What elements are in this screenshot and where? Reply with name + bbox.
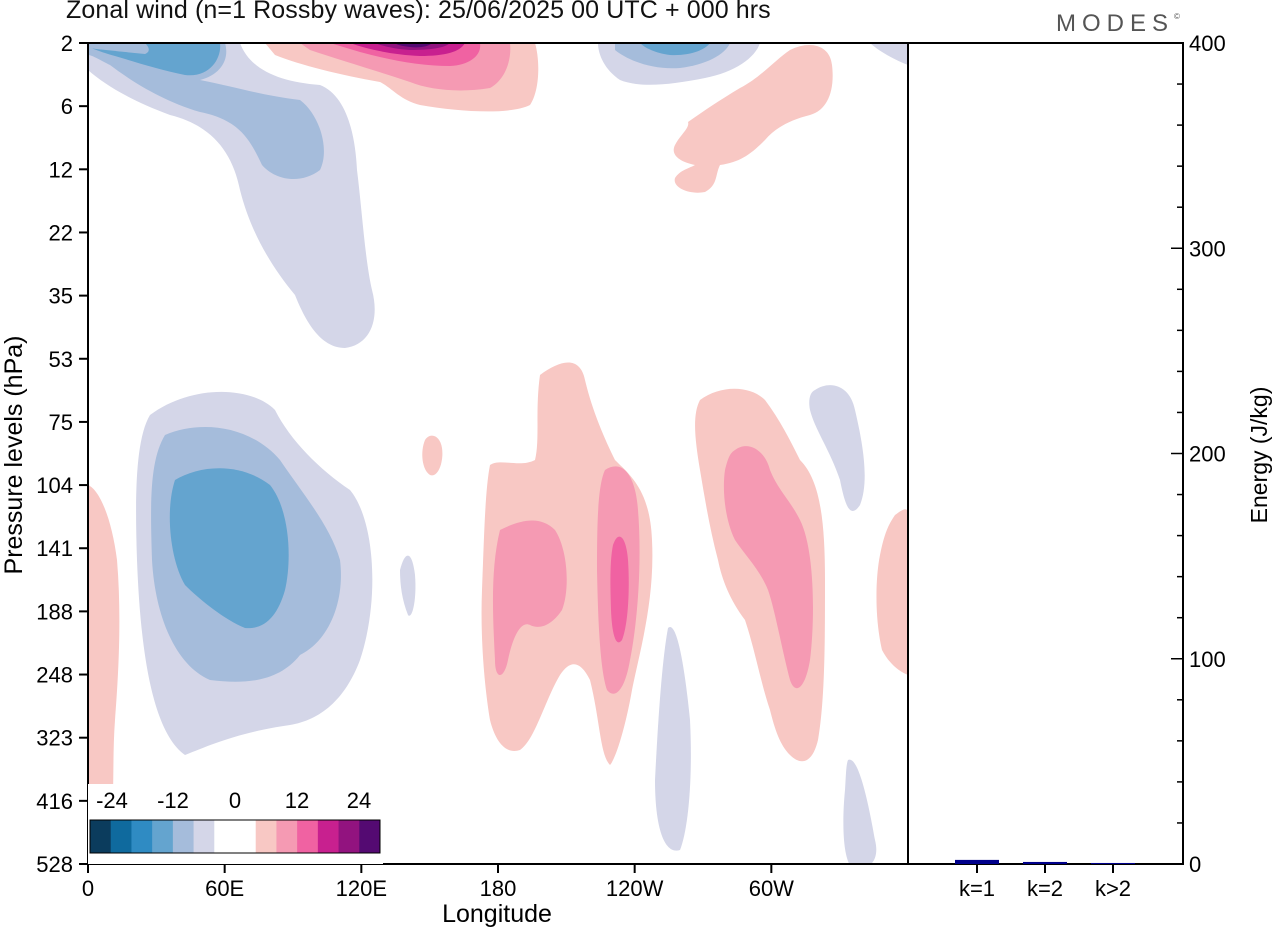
y-tick-label: 6 xyxy=(61,94,73,119)
x-tick-label: 60E xyxy=(205,876,244,901)
energy-tick-label: 200 xyxy=(1189,442,1226,467)
contour-neg-small-3 xyxy=(809,385,865,511)
colorbar-label-2: 0 xyxy=(229,788,241,813)
energy-bars xyxy=(955,859,1135,864)
contour-pos-left-edge xyxy=(88,485,120,864)
x-tick-label: 0 xyxy=(82,876,94,901)
contour-neg-level-3 xyxy=(169,468,289,629)
colorbar-label-0: -24 xyxy=(96,788,128,813)
contour-pos-top-6 xyxy=(395,43,432,48)
colorbar-labels: -24 -12 0 12 24 xyxy=(96,788,371,813)
colorbar-swatch xyxy=(317,820,340,853)
colorbar-label-1: -12 xyxy=(157,788,189,813)
colorbar-swatch xyxy=(255,820,277,853)
contour-neg-small-4 xyxy=(843,759,877,864)
energy-category-label: k=2 xyxy=(1027,876,1063,901)
y-tick-label: 323 xyxy=(36,726,73,751)
contour-pos-right-2 xyxy=(723,446,813,689)
y-tick-label: 2 xyxy=(61,31,73,56)
y-tick-label: 53 xyxy=(49,347,73,372)
energy-tick-label: 300 xyxy=(1189,236,1226,261)
brand-logo: MODES© xyxy=(1056,10,1180,38)
y-tick-label: 248 xyxy=(36,663,73,688)
contour-neg-top-right-3 xyxy=(640,43,710,56)
colorbar-swatch xyxy=(172,820,195,853)
energy-bar xyxy=(955,859,999,864)
energy-tick-label: 100 xyxy=(1189,647,1226,672)
y-tick-label: 416 xyxy=(36,789,73,814)
y-tick-label: 12 xyxy=(49,157,73,182)
energy-bar xyxy=(1023,861,1067,864)
energy-y-ticks: 0 100 200 300 400 xyxy=(1171,31,1226,877)
energy-category-label: k>2 xyxy=(1095,876,1131,901)
energy-tick-label: 400 xyxy=(1189,31,1226,56)
heatmap-field xyxy=(88,43,908,864)
colorbar: -24 -12 0 12 24 xyxy=(88,784,383,864)
energy-panel: 0 100 200 300 400 k=1 k=2 k>2 Energy (J/kg) xyxy=(907,31,1272,901)
colorbar-swatch xyxy=(131,820,153,853)
brand-text: MODES xyxy=(1056,10,1175,37)
x-axis-title: Longitude xyxy=(442,900,552,928)
energy-tick-label: 0 xyxy=(1189,852,1201,877)
energy-axis-title: Energy (J/kg) xyxy=(1246,387,1272,524)
contour-pos-upper-right xyxy=(673,45,833,193)
x-tick-label: 120W xyxy=(606,876,664,901)
colorbar-frame xyxy=(89,819,381,854)
contour-neg-upper-2 xyxy=(88,43,324,180)
y-tick-group: 2 6 12 22 35 53 75 104 141 188 248 323 416 528 xyxy=(36,31,88,877)
colorbar-swatch xyxy=(297,820,319,853)
contour-neg-small-2 xyxy=(655,626,691,851)
colorbar-swatch xyxy=(90,820,112,853)
contour-neg-corner xyxy=(870,43,908,65)
colorbar-swatch xyxy=(235,820,257,853)
colorbar-swatch xyxy=(276,820,298,853)
colorbar-swatch xyxy=(359,820,381,853)
y-tick-label: 75 xyxy=(49,410,73,435)
y-axis-left: 2 6 12 22 35 53 75 104 141 188 248 323 416 528 Pressu… xyxy=(0,31,88,877)
y-tick-label: 141 xyxy=(36,536,73,561)
contour-pos-right-edge xyxy=(876,509,908,675)
colorbar-label-4: 24 xyxy=(347,788,371,813)
x-tick-label: 60W xyxy=(749,876,794,901)
contour-pos-center-2 xyxy=(492,520,567,675)
colorbar-swatches xyxy=(90,820,381,853)
contour-neg-small-1 xyxy=(400,555,416,616)
copyright-mark: © xyxy=(1174,12,1180,21)
y-axis-title: Pressure levels (hPa) xyxy=(0,336,28,575)
x-tick-label: 120E xyxy=(336,876,387,901)
colorbar-swatch xyxy=(152,820,174,853)
contour-pos-small-blob xyxy=(422,435,443,476)
y-tick-label: 188 xyxy=(36,599,73,624)
y-tick-label: 22 xyxy=(49,220,73,245)
y-tick-label: 104 xyxy=(36,473,73,498)
colorbar-swatch xyxy=(110,820,132,853)
x-tick-group: 0 60E 120E 180 120W 60W xyxy=(82,864,794,901)
energy-x-labels: k=1 k=2 k>2 xyxy=(959,864,1131,901)
energy-category-label: k=1 xyxy=(959,876,995,901)
contour-pos-center-4 xyxy=(610,536,629,643)
chart-title: Zonal wind (n=1 Rossby waves): 25/06/202… xyxy=(66,0,771,24)
contour-neg-upper-4 xyxy=(88,43,149,54)
colorbar-label-3: 12 xyxy=(285,788,309,813)
colorbar-swatch xyxy=(214,820,236,853)
colorbar-swatch xyxy=(193,820,215,853)
colorbar-swatch xyxy=(338,820,360,853)
x-axis: 0 60E 120E 180 120W 60W Longitude xyxy=(82,864,794,928)
x-tick-label: 180 xyxy=(480,876,517,901)
y-tick-label: 35 xyxy=(49,284,73,309)
energy-bar xyxy=(1091,862,1135,864)
y-tick-label: 528 xyxy=(36,852,73,877)
energy-frame xyxy=(907,42,1184,865)
